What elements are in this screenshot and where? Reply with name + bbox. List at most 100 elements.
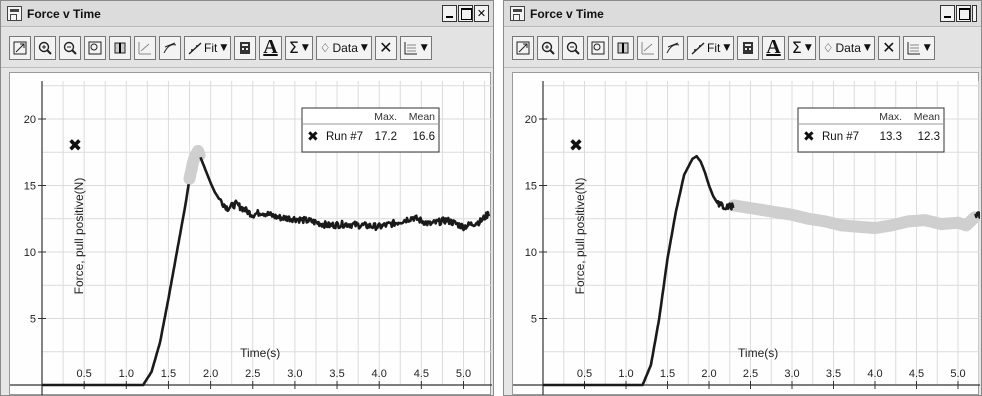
graph-app-icon [7, 6, 22, 21]
dropdown-arrow-icon: ▼ [863, 42, 871, 53]
graph-app-icon [510, 6, 525, 21]
maximize-button[interactable] [956, 5, 971, 22]
text-annotation-button[interactable]: A [259, 35, 282, 60]
legend-box [797, 107, 945, 153]
remove-icon[interactable]: ✕ [374, 35, 397, 60]
zoom-in-icon[interactable] [34, 35, 56, 60]
graph-options-dropdown[interactable]: ▼ [399, 35, 432, 60]
legend-box [301, 107, 440, 153]
x-tick-label: 3.0 [784, 368, 799, 380]
y-tick-label: 10 [24, 247, 36, 259]
x-tick-label: 1.0 [618, 368, 633, 380]
series-line-run-7 [974, 210, 980, 219]
y-tick-label: 20 [24, 114, 36, 126]
x-tick-label: 4.5 [909, 368, 924, 380]
autoscale-icon[interactable] [9, 35, 31, 60]
statistics-dropdown[interactable]: Σ ▼ [787, 35, 816, 60]
fit-label: Fit [204, 40, 218, 55]
legend-max-value: 13.3 [880, 131, 902, 143]
slope-tool-icon[interactable] [637, 35, 659, 60]
dropdown-arrow-icon: ▼ [723, 42, 731, 53]
y-tick-label: 15 [525, 181, 537, 193]
legend-run-name: Run #7 [326, 131, 363, 143]
x-tick-label: 2.5 [245, 368, 260, 380]
remove-icon[interactable]: ✕ [877, 35, 900, 60]
x-tick-label: 4.0 [372, 368, 387, 380]
graph-window-right: Force v Time Fit ▼ A Σ ▼ ♢ Data ▼ ✕ ▼ 5 10 15 2… [503, 0, 982, 396]
calculator-icon[interactable] [234, 35, 257, 60]
x-axis-label: Time(s) [738, 346, 778, 360]
x-tick-label: 1.5 [660, 368, 675, 380]
title-bar[interactable]: Force v Time [504, 1, 981, 27]
text-annotation-button[interactable]: A [762, 35, 785, 60]
selected-region-highlight [183, 144, 206, 185]
zoom-region-icon[interactable] [587, 35, 609, 60]
dropdown-arrow-icon: ▼ [220, 42, 228, 53]
zoom-out-icon[interactable] [562, 35, 584, 60]
data-set-icon: ♢ [319, 40, 331, 55]
examine-icon[interactable] [109, 35, 131, 60]
run-marker-icon: ✖ [803, 129, 815, 145]
tangent-icon[interactable] [159, 35, 181, 60]
legend-header-mean: Mean [914, 111, 940, 123]
y-tick-label: 15 [24, 181, 36, 193]
zoom-region-icon[interactable] [84, 35, 106, 60]
graph-area[interactable]: 5 10 15 20 0.5 1.0 1.5 2.0 2.5 3.0 3.5 4.0 4.5 5.0 Tim… [9, 72, 492, 395]
run-marker-icon: ✖ [68, 136, 82, 156]
y-axis-label: Force, pull positive(N) [72, 178, 86, 295]
data-label: Data [835, 40, 861, 55]
fit-dropdown[interactable]: Fit ▼ [184, 35, 232, 60]
zoom-in-icon[interactable] [537, 35, 559, 60]
grid-lines [42, 81, 492, 385]
force-time-graph: 5 10 15 20 0.5 1.0 1.5 2.0 2.5 3.0 3.5 4.0 4.5 5.0 Tim… [513, 81, 980, 395]
x-tick-label: 1.0 [119, 368, 134, 380]
legend-header-max: Max. [879, 111, 902, 123]
tangent-icon[interactable] [662, 35, 684, 60]
examine-icon[interactable] [612, 35, 634, 60]
close-button[interactable]: ✕ [474, 5, 489, 22]
autoscale-icon[interactable] [512, 35, 534, 60]
y-tick-label: 20 [525, 114, 537, 126]
x-tick-label: 3.5 [329, 368, 344, 380]
y-axis-label: Force, pull positive(N) [573, 178, 587, 295]
statistics-legend: Max. Mean ✖ Run #7 17.2 16.6 [301, 107, 440, 153]
zoom-out-icon[interactable] [59, 35, 81, 60]
dropdown-arrow-icon: ▼ [804, 42, 812, 53]
series-line-run-7 [542, 154, 735, 387]
dropdown-arrow-icon: ▼ [301, 42, 309, 53]
graph-area[interactable]: 5 10 15 20 0.5 1.0 1.5 2.0 2.5 3.0 3.5 4.0 4.5 5.0 Tim… [512, 72, 980, 395]
run-marker-icon: ✖ [307, 129, 319, 145]
x-axis-label: Time(s) [240, 346, 280, 360]
close-button[interactable] [972, 5, 977, 22]
title-bar[interactable]: Force v Time ✕ [1, 1, 493, 27]
fit-dropdown[interactable]: Fit ▼ [687, 35, 735, 60]
data-dropdown[interactable]: ♢ Data ▼ [818, 35, 875, 60]
minimize-button[interactable] [442, 5, 457, 22]
graph-options-dropdown[interactable]: ▼ [902, 35, 935, 60]
statistics-legend: Max. Mean ✖ Run #7 13.3 12.3 [797, 107, 945, 153]
x-tick-label: 3.0 [287, 368, 302, 380]
legend-header-max: Max. [374, 111, 397, 123]
maximize-button[interactable] [458, 5, 473, 22]
x-tick-label: 4.5 [414, 368, 429, 380]
legend-mean-value: 12.3 [918, 131, 940, 143]
x-tick-label: 4.0 [867, 368, 882, 380]
force-time-graph: 5 10 15 20 0.5 1.0 1.5 2.0 2.5 3.0 3.5 4.0 4.5 5.0 Tim… [10, 81, 492, 395]
series-line-run-7 [41, 183, 190, 387]
series-line-run-7 [199, 156, 491, 232]
minimize-button[interactable] [940, 5, 955, 22]
slope-tool-icon[interactable] [134, 35, 156, 60]
x-tick-label: 3.5 [826, 368, 841, 380]
x-tick-label: 5.0 [950, 368, 965, 380]
x-tick-label: 2.5 [743, 368, 758, 380]
legend-max-value: 17.2 [375, 131, 397, 143]
y-tick-label: 5 [531, 314, 537, 326]
x-tick-label: 1.5 [161, 368, 176, 380]
data-label: Data [332, 40, 358, 55]
x-tick-label: 2.0 [701, 368, 716, 380]
window-controls: ✕ [442, 5, 489, 23]
calculator-icon[interactable] [737, 35, 760, 60]
statistics-dropdown[interactable]: Σ ▼ [284, 35, 313, 60]
data-dropdown[interactable]: ♢ Data ▼ [315, 35, 372, 60]
window-title: Force v Time [530, 7, 604, 21]
